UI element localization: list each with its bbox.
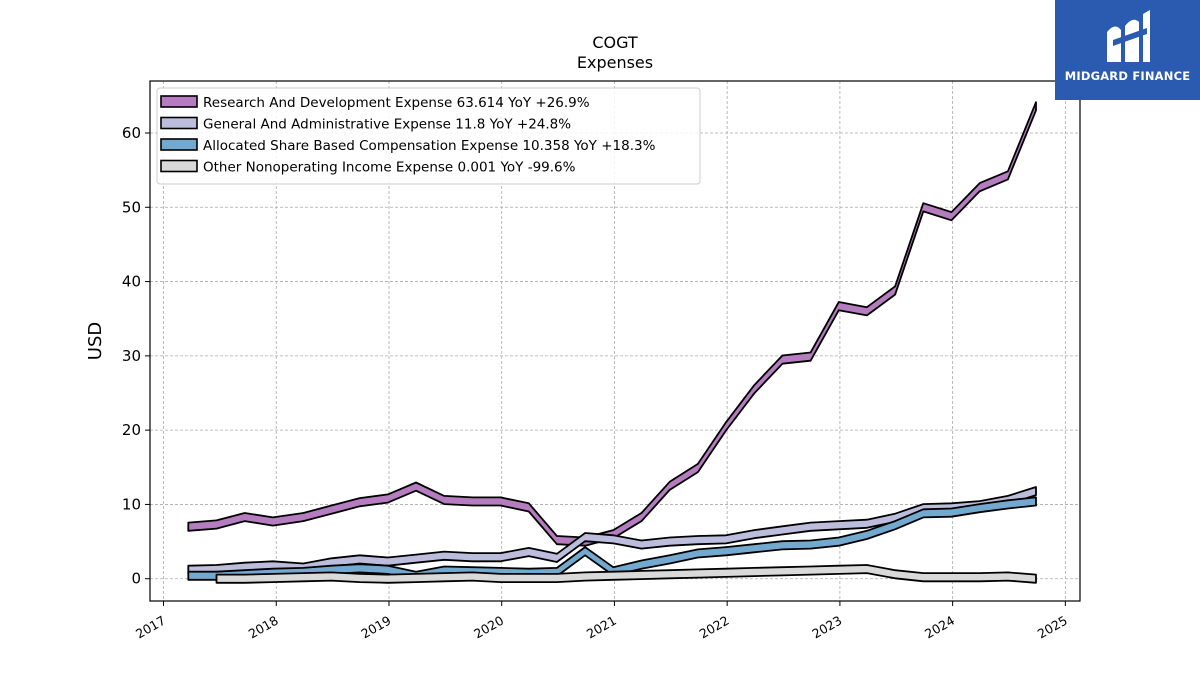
series-layer [187,101,1037,584]
x-tick-label: 2021 [584,613,619,642]
x-tick-label: 2017 [133,613,168,642]
y-tick-label: 50 [122,198,141,216]
x-tick-label: 2025 [1035,613,1070,642]
x-tick-label: 2018 [246,613,281,642]
y-tick-label: 40 [122,273,141,291]
series-band-3 [215,564,1037,584]
legend-entry-3: Other Nonoperating Income Expense 0.001 … [203,160,576,176]
legend-swatch-0 [160,95,198,108]
legend-swatch-2 [160,138,198,151]
legend-entry-2: Allocated Share Based Compensation Expen… [203,138,656,154]
brand-name: MIDGARD FINANCE [1064,69,1191,83]
plot-frame [149,80,1081,602]
legend: Research And Development Expense 63.614 … [156,87,701,185]
brand-mark-icon [1107,10,1150,63]
legend-swatch-3 [160,159,198,173]
legend-swatch-1 [160,116,198,130]
legend-entry-1: General And Administrative Expense 11.8 … [203,117,571,133]
x-tick-label: 2024 [922,613,957,642]
x-tick-label: 2023 [809,613,844,642]
series-band-1 [187,486,1037,575]
legend-entry-0: Research And Development Expense 63.614 … [203,95,590,111]
x-tick-label: 2019 [358,613,393,642]
legend-box [156,87,701,185]
x-tick-label: 2020 [471,613,506,642]
y-tick-label: 10 [122,495,141,513]
y-tick-label: 30 [122,347,141,365]
chart-title: COGT [592,33,638,52]
chart-subtitle: Expenses [577,53,653,72]
y-tick-label: 0 [131,570,141,588]
x-tick-label: 2022 [697,613,732,642]
y-tick-label: 60 [122,124,141,142]
y-tick-label: 20 [122,421,141,439]
series-band-0 [187,101,1037,547]
brand-logo: MIDGARD FINANCE [1055,0,1200,100]
y-axis-label: USD [85,322,106,360]
